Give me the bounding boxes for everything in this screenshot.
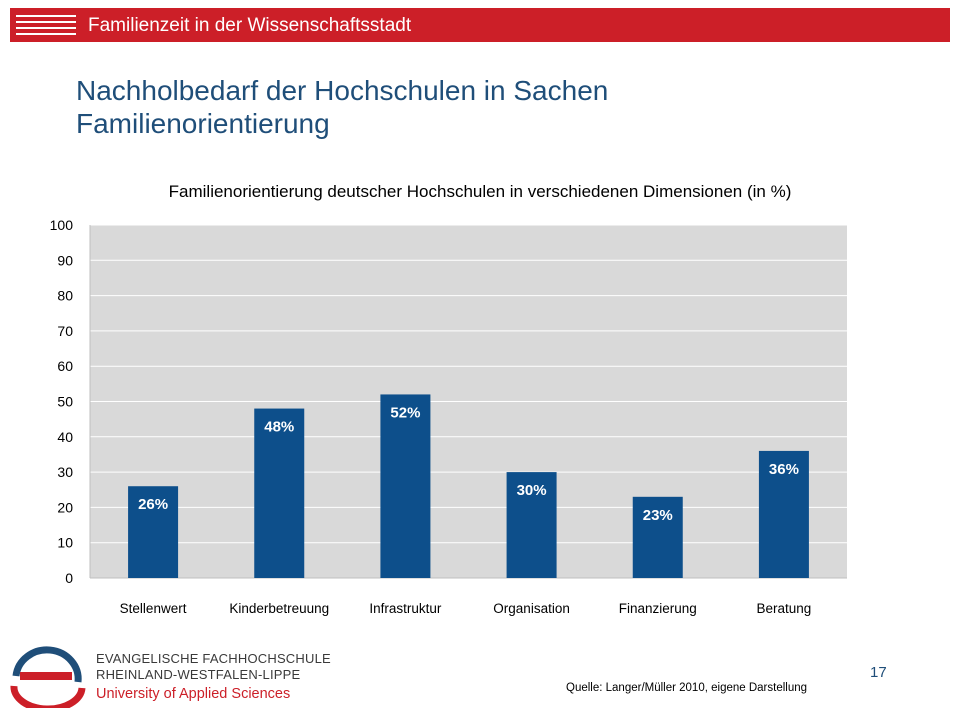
y-tick-label: 100 [50,217,74,233]
data-label: 23% [643,507,673,524]
slide-title: Nachholbedarf der Hochschulen in Sachen … [76,74,896,140]
slide-title-line1: Nachholbedarf der Hochschulen in Sachen [76,75,609,106]
bar-chart: 0 10 20 30 40 50 60 70 80 90 100 26% Stellenwert 48% K… [50,217,847,616]
org-subtitle: University of Applied Sciences [96,686,291,702]
y-tick-label: 70 [57,323,73,339]
x-category-label: Finanzierung [619,601,697,616]
x-category-label: Infrastruktur [369,601,442,616]
data-label: 48% [264,419,294,436]
data-label: 26% [138,496,168,513]
x-category-label: Stellenwert [120,601,187,616]
data-label: 30% [517,482,547,499]
y-tick-label: 0 [65,570,73,586]
org-name-line2: RHEINLAND-WESTFALEN-LIPPE [96,667,301,682]
y-tick-label: 40 [57,429,73,445]
bar [506,472,557,578]
x-category-label: Beratung [757,601,812,616]
x-category-label: Kinderbetreuung [229,601,329,616]
bar [380,394,431,578]
y-tick-label: 80 [57,288,73,304]
efh-logo-icon [10,646,86,708]
y-tick-label: 10 [57,535,73,551]
bar [128,486,179,578]
chart-title: Familienorientierung deutscher Hochschul… [168,182,792,201]
org-name-line1: EVANGELISCHE FACHHOCHSCHULE [96,651,331,666]
bar [254,408,305,578]
y-tick-label: 30 [57,464,73,480]
slide-title-line2: Familienorientierung [76,108,330,139]
y-tick-label: 60 [57,358,73,374]
x-category-label: Organisation [493,601,570,616]
data-label: 36% [769,461,799,478]
menu-lines-icon [16,15,76,35]
y-tick-label: 20 [57,499,73,515]
bar [632,496,683,578]
y-tick-label: 90 [57,252,73,268]
bar [758,450,809,578]
data-label: 52% [390,404,420,421]
source-note: Quelle: Langer/Müller 2010, eigene Darst… [566,682,808,694]
page-number: 17 [870,664,887,681]
header-bar: Familienzeit in der Wissenschaftsstadt [10,8,950,42]
header-title: Familienzeit in der Wissenschaftsstadt [88,15,412,36]
y-tick-label: 50 [57,394,73,410]
